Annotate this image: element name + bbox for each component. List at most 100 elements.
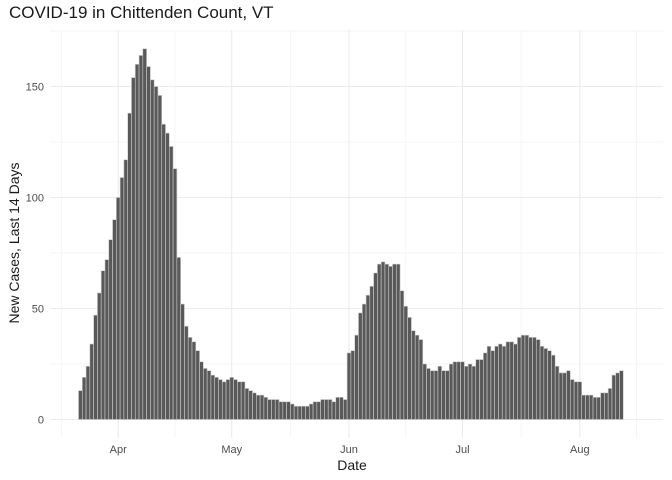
bar: [244, 388, 250, 420]
bar: [199, 361, 204, 420]
bar: [615, 372, 620, 420]
bar: [486, 345, 492, 420]
bar: [532, 337, 537, 420]
bar: [339, 396, 344, 420]
bar: [327, 399, 333, 420]
bar: [335, 396, 340, 420]
bar: [172, 168, 178, 420]
bar: [108, 239, 113, 420]
x-tick-label: Apr: [110, 444, 127, 456]
bar: [282, 401, 287, 420]
bar: [604, 392, 609, 420]
bar: [301, 405, 306, 420]
bar: [259, 394, 265, 420]
bar: [479, 359, 484, 420]
bar: [517, 337, 522, 420]
bar: [524, 334, 530, 420]
bar: [422, 363, 427, 420]
bar: [119, 177, 125, 420]
bar: [384, 263, 390, 420]
bar: [331, 401, 337, 420]
bar: [471, 365, 477, 420]
bar: [85, 365, 91, 420]
y-tick-label: 0: [38, 415, 44, 427]
bar: [233, 379, 238, 420]
bar: [187, 337, 193, 420]
bar: [127, 112, 132, 420]
bar: [570, 379, 575, 420]
bar: [464, 365, 469, 420]
bar: [577, 381, 582, 420]
bar: [297, 405, 303, 420]
bar: [501, 345, 507, 420]
bar: [554, 365, 560, 420]
bars: [78, 48, 624, 420]
bar: [210, 374, 215, 420]
bar: [520, 334, 526, 420]
bar: [206, 370, 212, 420]
bar: [134, 64, 140, 420]
bar: [293, 405, 299, 420]
bar: [256, 394, 261, 420]
bar: [142, 48, 147, 420]
bar: [558, 372, 564, 420]
bar: [324, 399, 329, 420]
bar: [169, 146, 174, 420]
bar: [112, 219, 117, 420]
x-tick-label: Jun: [340, 444, 358, 456]
bar: [411, 330, 416, 420]
bar: [343, 399, 348, 420]
bar: [543, 348, 548, 420]
bar: [184, 325, 189, 420]
bar: [100, 270, 106, 420]
bar: [373, 272, 378, 420]
chart-title: COVID-19 in Chittenden Count, VT: [9, 3, 274, 22]
bar: [365, 294, 371, 420]
bar: [312, 401, 318, 420]
bar: [176, 257, 181, 420]
bar: [97, 292, 102, 420]
bar: [509, 341, 514, 420]
bar: [274, 399, 280, 420]
bar: [305, 405, 310, 420]
bar: [607, 388, 613, 420]
bar: [350, 350, 355, 420]
bar: [286, 401, 291, 420]
bar: [153, 86, 159, 420]
bar: [547, 350, 552, 420]
y-tick-labels: 0 50 100 150: [26, 82, 44, 427]
bar: [403, 305, 408, 420]
bar: [320, 399, 325, 420]
bar: [316, 401, 321, 420]
bar: [380, 261, 386, 420]
bar: [214, 377, 219, 420]
bar: [513, 343, 518, 420]
bar: [448, 363, 454, 420]
bar: [138, 55, 144, 420]
bar: [195, 350, 200, 420]
bar: [483, 352, 488, 420]
bar: [498, 343, 503, 420]
bar: [78, 390, 83, 420]
x-tick-label: Aug: [570, 444, 590, 456]
bar: [369, 285, 374, 420]
bar: [441, 370, 446, 420]
bar: [581, 394, 586, 420]
bar: [358, 312, 363, 420]
bar: [123, 159, 128, 420]
bar: [267, 399, 272, 420]
bar: [104, 259, 110, 420]
x-tick-label: Jul: [455, 444, 469, 456]
bar: [263, 396, 268, 420]
bar: [475, 359, 480, 420]
x-tick-labels: Apr May Jun Jul Aug: [110, 444, 590, 456]
bar: [490, 350, 495, 420]
bar: [596, 396, 601, 420]
bar: [418, 339, 424, 420]
bar: [456, 361, 461, 420]
bar: [433, 370, 439, 420]
bar: [191, 341, 197, 420]
bar: [290, 403, 295, 420]
bar: [573, 381, 579, 420]
